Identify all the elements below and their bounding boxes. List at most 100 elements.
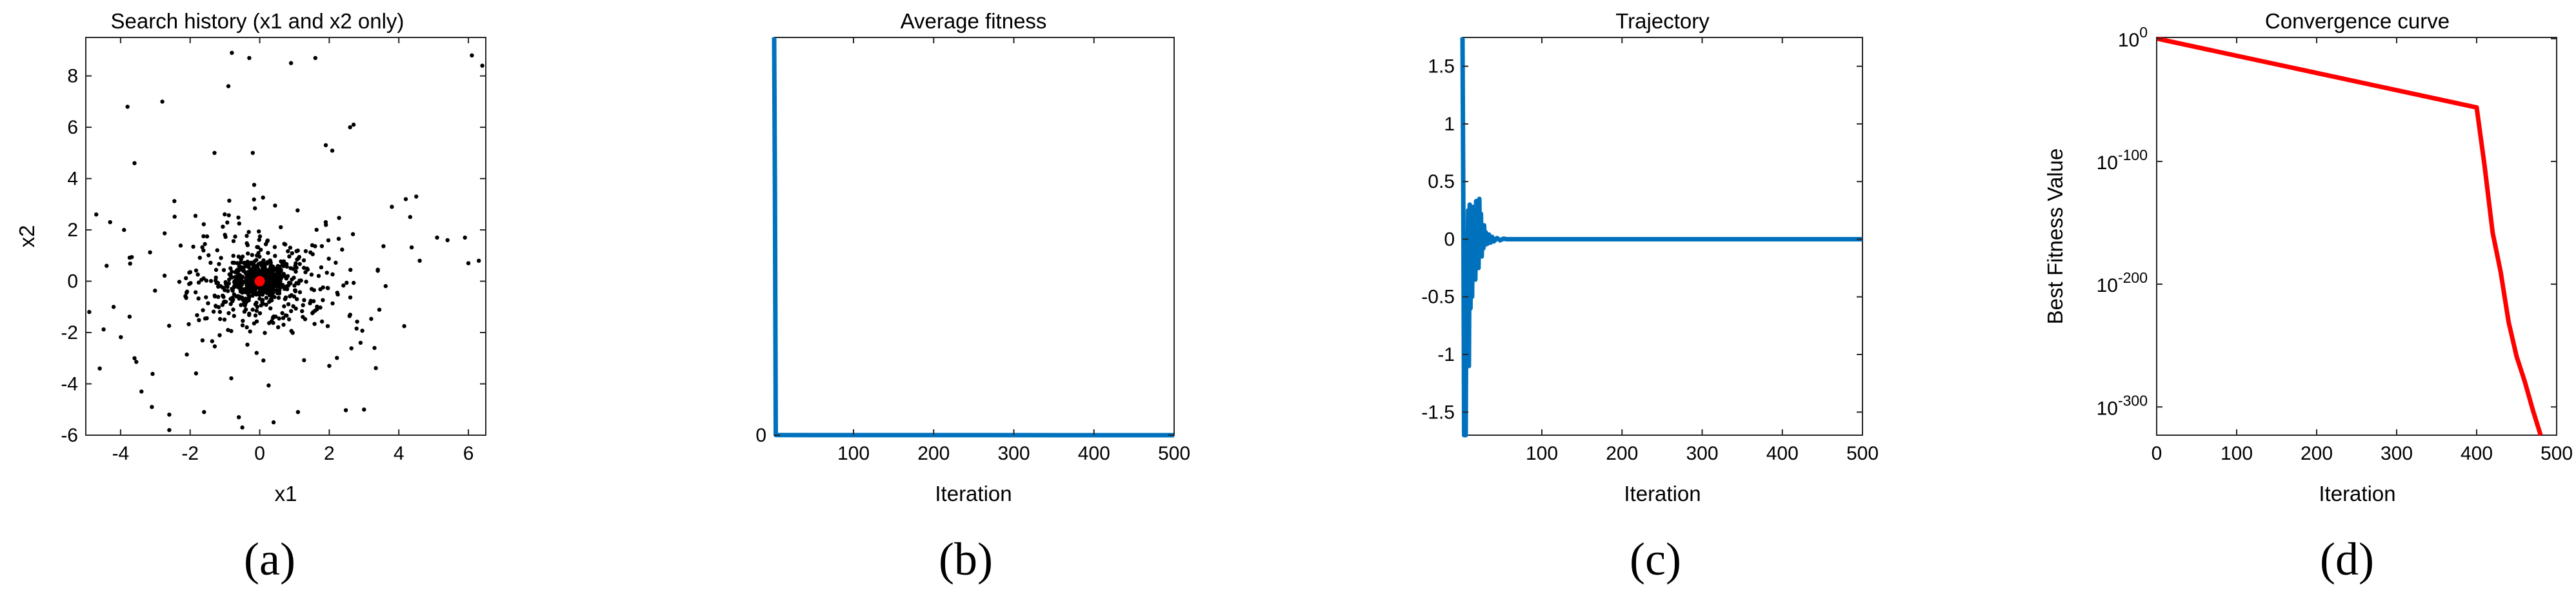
- scatter-point: [326, 256, 331, 261]
- scatter-point: [374, 365, 378, 371]
- scatter-point: [227, 277, 232, 282]
- panel-a-ytick-label: -2: [61, 322, 78, 343]
- panel-d: Convergence curve 0 100 200 300 400 500 100 10-…: [2043, 9, 2573, 585]
- scatter-point: [191, 244, 195, 249]
- scatter-point: [250, 293, 255, 298]
- scatter-point: [303, 317, 308, 322]
- scatter-point: [231, 307, 235, 312]
- scatter-point: [231, 239, 236, 243]
- panel-a-xtick-label: 0: [254, 443, 265, 464]
- scatter-point: [225, 285, 230, 289]
- scatter-point: [202, 410, 206, 415]
- panel-b-marks: [772, 37, 1175, 438]
- panel-c-ytick-label: -1.5: [1421, 402, 1455, 423]
- scatter-point: [288, 245, 293, 250]
- scatter-point: [318, 305, 323, 310]
- scatter-point: [403, 197, 408, 201]
- scatter-point: [301, 258, 306, 263]
- panel-a-ytick-label: 6: [67, 117, 78, 138]
- scatter-point: [188, 281, 193, 285]
- scatter-point: [261, 358, 266, 363]
- panel-d-ticks: 0 100 200 300 400 500 100 10-100 10-200 10-300: [2097, 24, 2573, 464]
- scatter-point: [344, 280, 349, 285]
- scatter-point: [237, 296, 241, 301]
- scatter-point: [315, 304, 319, 309]
- scatter-point: [348, 125, 352, 130]
- scatter-point: [237, 415, 241, 420]
- scatter-point: [296, 256, 301, 260]
- scatter-point: [335, 291, 339, 295]
- panel-a-ytick-label: -4: [61, 374, 78, 395]
- panel-a-ytick-label: 8: [67, 66, 78, 87]
- scatter-point: [246, 283, 251, 288]
- scatter-point: [267, 269, 272, 274]
- panel-d-ytick-label: 10-300: [2097, 392, 2148, 419]
- scatter-point: [301, 303, 305, 307]
- scatter-point: [246, 251, 250, 256]
- scatter-point: [255, 305, 259, 309]
- scatter-point: [248, 274, 253, 278]
- panel-b-series-line: [772, 37, 1175, 438]
- scatter-point: [254, 319, 259, 323]
- scatter-point: [196, 280, 201, 285]
- scatter-point: [335, 356, 339, 360]
- panel-b-xtick-label: 200: [917, 443, 950, 464]
- scatter-point: [265, 275, 269, 280]
- panel-c-ytick-label: 0.5: [1428, 171, 1455, 192]
- scatter-point: [150, 405, 154, 409]
- scatter-point: [330, 272, 335, 277]
- scatter-point: [223, 234, 228, 240]
- scatter-point: [245, 260, 250, 264]
- panel-a-xlabel: x1: [275, 482, 297, 506]
- scatter-point: [216, 294, 221, 299]
- scatter-point: [204, 278, 209, 283]
- panel-d-ytick-label: 10-200: [2097, 269, 2148, 296]
- scatter-point: [212, 344, 217, 349]
- panel-b-xtick-label: 100: [837, 443, 870, 464]
- scatter-point: [200, 338, 205, 343]
- scatter-point: [230, 275, 234, 280]
- scatter-point: [237, 286, 242, 291]
- scatter-point: [245, 234, 249, 238]
- panel-a-xtick-label: -2: [181, 443, 199, 464]
- scatter-point: [254, 300, 259, 305]
- scatter-point: [213, 294, 217, 299]
- scatter-point: [261, 284, 266, 289]
- scatter-point: [260, 298, 265, 302]
- scatter-point: [276, 296, 281, 300]
- panel-b-title: Average fitness: [901, 9, 1047, 33]
- scatter-point: [265, 239, 270, 244]
- scatter-point: [316, 274, 321, 278]
- scatter-point: [281, 322, 286, 327]
- scatter-point: [206, 301, 210, 305]
- scatter-point: [319, 265, 324, 270]
- scatter-point: [286, 302, 291, 307]
- scatter-point: [319, 319, 324, 324]
- scatter-point: [280, 262, 285, 267]
- panel-c-series-line: [1460, 37, 1862, 438]
- scatter-point: [318, 287, 323, 292]
- scatter-point: [246, 270, 250, 274]
- scatter-point: [352, 280, 356, 285]
- scatter-point: [226, 84, 231, 88]
- scatter-point: [196, 296, 201, 301]
- scatter-point: [324, 271, 329, 275]
- scatter-point: [239, 257, 243, 261]
- scatter-point: [290, 251, 294, 256]
- scatter-point: [319, 244, 324, 249]
- scatter-point: [217, 261, 221, 267]
- scatter-point: [256, 251, 261, 256]
- panel-c-ytick-label: -0.5: [1421, 287, 1455, 308]
- panel-a-plot-area: [85, 37, 486, 436]
- scatter-point: [275, 282, 280, 287]
- scatter-point: [257, 254, 262, 259]
- scatter-point: [139, 389, 144, 394]
- scatter-point: [214, 303, 218, 308]
- scatter-point: [241, 274, 245, 279]
- scatter-point: [272, 266, 277, 271]
- scatter-point: [219, 256, 223, 260]
- scatter-point: [313, 56, 317, 61]
- panel-d-ytick-label: 10-100: [2097, 147, 2148, 174]
- panel-a-ytick-label: 0: [67, 271, 78, 292]
- scatter-point: [243, 264, 248, 269]
